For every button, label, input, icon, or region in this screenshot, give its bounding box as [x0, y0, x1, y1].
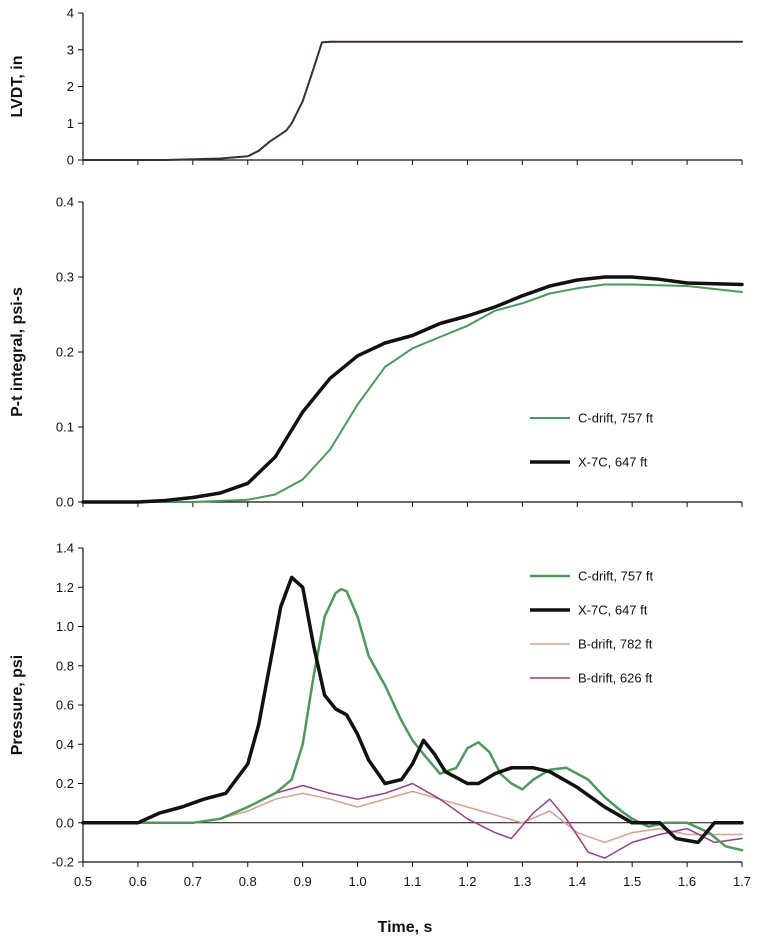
legend: C-drift, 757 ft X-7C, 647 ft B-drift, 782 … [530, 569, 654, 686]
series-line-c-drift-757-ft [82, 283, 743, 503]
y-tick-label: 3 [67, 42, 74, 57]
series-line-c-drift-757-ft [81, 587, 744, 852]
y-tick-label: -0.2 [52, 855, 74, 870]
series-line-x-7c-647-ft [81, 275, 744, 504]
x-tick-label: 1.2 [458, 874, 476, 889]
y-tick-label: 0.4 [56, 737, 74, 752]
x-tick-label: 1.1 [403, 874, 421, 889]
y-axis-title: LVDT, in [9, 56, 26, 118]
legend-label: B-drift, 782 ft [578, 637, 653, 652]
x-axis-title: Time, s [378, 919, 433, 936]
legend-label: C-drift, 757 ft [578, 569, 654, 584]
x-tick-label: 1.5 [623, 874, 641, 889]
y-tick-label: 2 [67, 79, 74, 94]
y-tick-label: 1 [67, 116, 74, 131]
legend-label: X-7C, 647 ft [578, 603, 648, 618]
legend-label: C-drift, 757 ft [578, 411, 654, 426]
legend: C-drift, 757 ft X-7C, 647 ft [530, 411, 654, 470]
x-tick-label: 0.7 [184, 874, 202, 889]
x-tick-label: 1.0 [349, 874, 367, 889]
series-line-x-7c-647-ft [81, 575, 744, 845]
x-tick-label: 1.4 [568, 874, 586, 889]
chart-panel-3: -0.2 0.0 0.2 0.4 0.6 0.8 1.0 1.2 1.4 0.5 0.6 0.7 0.8… [9, 541, 751, 890]
chart-panel-1: 0 1 2 3 4 LVDT, in [9, 6, 743, 168]
y-tick-label: 0.3 [56, 270, 74, 285]
y-tick-label: 0.4 [56, 195, 74, 210]
y-tick-label: 1.0 [56, 619, 74, 634]
y-tick-label: 0.0 [56, 495, 74, 510]
y-tick-label: 0.6 [56, 698, 74, 713]
y-axis-title: P-t integral, psi-s [9, 287, 26, 417]
x-tick-label: 0.8 [239, 874, 257, 889]
y-tick-label: 0.0 [56, 815, 74, 830]
y-tick-label: 4 [67, 6, 74, 21]
y-tick-label: 1.2 [56, 580, 74, 595]
y-axis-title: Pressure, psi [9, 655, 26, 756]
x-tick-label: 1.7 [733, 874, 751, 889]
y-tick-label: 0 [67, 153, 74, 168]
y-tick-label: 1.4 [56, 541, 74, 556]
x-tick-label: 1.6 [678, 874, 696, 889]
chart-panel-2: 0.0 0.1 0.2 0.3 0.4 P-t integral, psi-s C-drif… [9, 195, 744, 510]
panels: 0 1 2 3 4 LVDT, in 0.0 0.1 0.2 0.3 0.4 P-t integral… [9, 6, 751, 890]
legend-label: X-7C, 647 ft [578, 455, 648, 470]
y-tick-label: 0.2 [56, 776, 74, 791]
x-tick-label: 1.3 [513, 874, 531, 889]
y-tick-label: 0.8 [56, 658, 74, 673]
y-tick-label: 0.1 [56, 420, 74, 435]
x-tick-label: 0.6 [129, 874, 147, 889]
legend-label: B-drift, 626 ft [578, 671, 653, 686]
x-tick-label: 0.9 [294, 874, 312, 889]
series-line-lvdt [82, 40, 743, 161]
x-tick-label: 0.5 [74, 874, 92, 889]
y-tick-label: 0.2 [56, 345, 74, 360]
